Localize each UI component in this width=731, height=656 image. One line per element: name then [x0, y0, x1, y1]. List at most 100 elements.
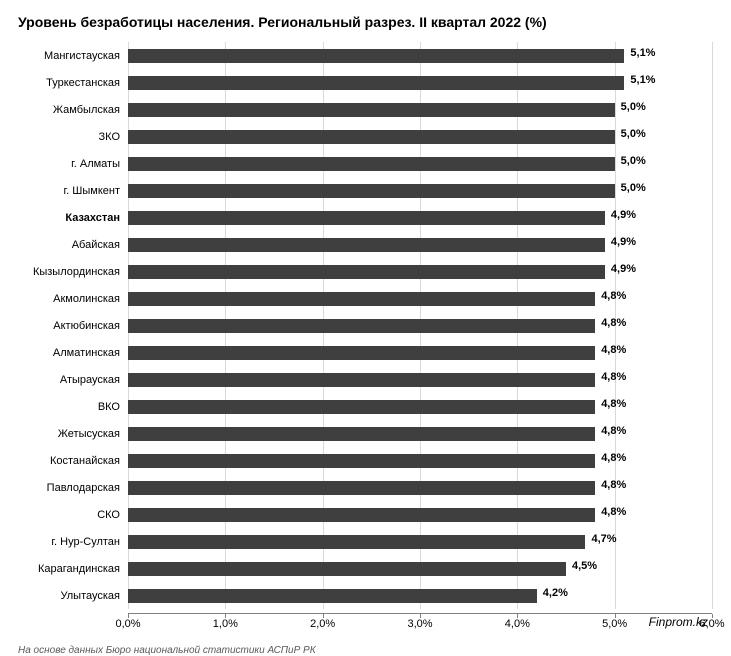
bar-track: 4,8% — [128, 373, 712, 387]
chart-row: Акмолинская4,8% — [18, 285, 712, 312]
value-label: 4,5% — [566, 560, 597, 572]
bar — [128, 76, 624, 90]
category-label: г. Шымкент — [18, 185, 128, 197]
chart-row: Туркестанская 5,1% — [18, 69, 712, 96]
chart-row: г. Алматы 5,0% — [18, 150, 712, 177]
bar-track: 4,2% — [128, 589, 712, 603]
category-label: Мангистауская — [18, 50, 128, 62]
bar — [128, 454, 595, 468]
bar — [128, 535, 585, 549]
x-tick-label: 1,0% — [213, 618, 238, 630]
grid-line — [712, 42, 713, 609]
category-label: Актюбинская — [18, 320, 128, 332]
value-label: 4,8% — [595, 317, 626, 329]
bar-track: 4,8% — [128, 400, 712, 414]
value-label: 5,0% — [615, 128, 646, 140]
value-label: 4,2% — [537, 587, 568, 599]
bar — [128, 427, 595, 441]
bar-track: 5,1% — [128, 49, 712, 63]
chart-row: Абайская 4,9% — [18, 231, 712, 258]
x-tick-label: 4,0% — [505, 618, 530, 630]
value-label: 4,8% — [595, 479, 626, 491]
value-label: 4,7% — [585, 533, 616, 545]
chart-title: Уровень безработицы населения. Региональ… — [18, 14, 713, 30]
chart-row: Карагандинская 4,5% — [18, 555, 712, 582]
value-label: 4,8% — [595, 452, 626, 464]
bar-track: 4,8% — [128, 427, 712, 441]
value-label: 4,8% — [595, 398, 626, 410]
bar — [128, 238, 605, 252]
footer-text: На основе данных Бюро национальной стати… — [0, 639, 731, 656]
bar — [128, 589, 537, 603]
bar-track: 5,1% — [128, 76, 712, 90]
value-label: 5,0% — [615, 182, 646, 194]
bar-track: 4,8% — [128, 454, 712, 468]
chart-row: Актюбинская 4,8% — [18, 312, 712, 339]
chart-row: Жамбылская5,0% — [18, 96, 712, 123]
bar — [128, 49, 624, 63]
category-label: Карагандинская — [18, 563, 128, 575]
value-label: 4,9% — [605, 263, 636, 275]
category-label: Казахстан — [18, 212, 128, 224]
chart-row: Жетысуская4,8% — [18, 420, 712, 447]
bar — [128, 346, 595, 360]
category-label: Жамбылская — [18, 104, 128, 116]
value-label: 4,8% — [595, 290, 626, 302]
bar — [128, 292, 595, 306]
category-label: Жетысуская — [18, 428, 128, 440]
chart-row: ВКО 4,8% — [18, 393, 712, 420]
chart-row: Казахстан 4,9% — [18, 204, 712, 231]
chart-row: Мангистауская 5,1% — [18, 42, 712, 69]
chart-row: Кызылординская 4,9% — [18, 258, 712, 285]
value-label: 4,8% — [595, 371, 626, 383]
value-label: 4,9% — [605, 236, 636, 248]
source-attribution: Finprom.kz — [649, 615, 708, 633]
x-tick-label: 2,0% — [310, 618, 335, 630]
bar — [128, 211, 605, 225]
bar — [128, 319, 595, 333]
value-label: 4,9% — [605, 209, 636, 221]
bar-track: 4,8% — [128, 319, 712, 333]
category-label: Туркестанская — [18, 77, 128, 89]
bar-track: 4,8% — [128, 481, 712, 495]
value-label: 5,1% — [624, 74, 655, 86]
x-tick-label: 3,0% — [407, 618, 432, 630]
bar — [128, 400, 595, 414]
category-label: Кызылординская — [18, 266, 128, 278]
category-label: СКО — [18, 509, 128, 521]
category-label: г. Нур-Султан — [18, 536, 128, 548]
x-axis-ticks: 0,0%1,0%2,0%3,0%4,0%5,0%6,0% — [128, 613, 712, 631]
bar — [128, 103, 615, 117]
chart-container: Уровень безработицы населения. Региональ… — [0, 0, 731, 639]
category-label: г. Алматы — [18, 158, 128, 170]
bar — [128, 265, 605, 279]
category-label: Абайская — [18, 239, 128, 251]
bar-track: 4,8% — [128, 346, 712, 360]
bar-track: 4,8% — [128, 508, 712, 522]
bar-track: 4,8% — [128, 292, 712, 306]
chart-row: ЗКО 5,0% — [18, 123, 712, 150]
bar — [128, 508, 595, 522]
x-axis: 0,0%1,0%2,0%3,0%4,0%5,0%6,0% — [18, 613, 712, 631]
x-tick-label: 5,0% — [602, 618, 627, 630]
chart-row: Улытауская4,2% — [18, 582, 712, 609]
category-label: ВКО — [18, 401, 128, 413]
chart-row: г. Нур-Султан 4,7% — [18, 528, 712, 555]
value-label: 4,8% — [595, 344, 626, 356]
category-label: Атырауская — [18, 374, 128, 386]
chart-row: Павлодарская4,8% — [18, 474, 712, 501]
value-label: 5,0% — [615, 155, 646, 167]
bar-track: 4,9% — [128, 211, 712, 225]
chart-rows: Мангистауская 5,1% Туркестанская 5,1% Жамбыл… — [18, 42, 712, 609]
bar-track: 5,0% — [128, 103, 712, 117]
bar — [128, 562, 566, 576]
value-label: 5,1% — [624, 47, 655, 59]
bar-track: 4,7% — [128, 535, 712, 549]
category-label: ЗКО — [18, 131, 128, 143]
plot-area: Мангистауская 5,1% Туркестанская 5,1% Жамбыл… — [18, 42, 712, 631]
bar-track: 5,0% — [128, 184, 712, 198]
bar-track: 4,5% — [128, 562, 712, 576]
bar — [128, 157, 615, 171]
value-label: 4,8% — [595, 506, 626, 518]
chart-row: СКО 4,8% — [18, 501, 712, 528]
